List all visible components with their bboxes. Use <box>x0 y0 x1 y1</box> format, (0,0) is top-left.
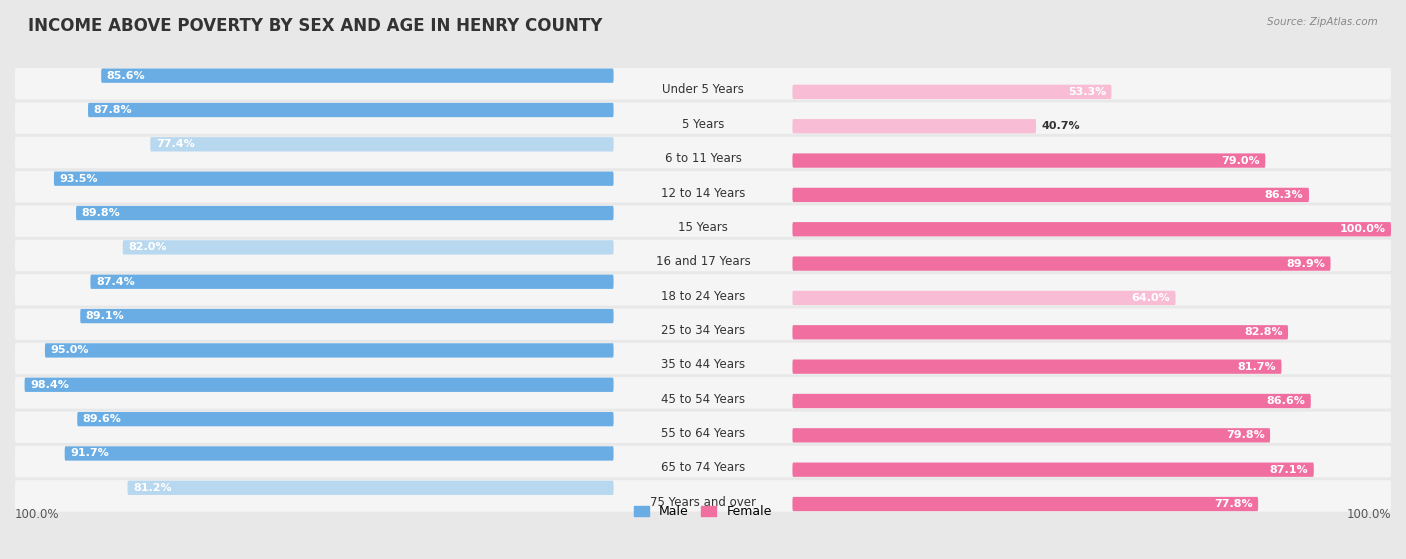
Text: 15 Years: 15 Years <box>678 221 728 234</box>
FancyBboxPatch shape <box>15 377 1391 409</box>
FancyBboxPatch shape <box>15 446 1391 477</box>
FancyBboxPatch shape <box>77 412 613 427</box>
Text: 89.8%: 89.8% <box>82 208 121 218</box>
Text: 79.0%: 79.0% <box>1222 155 1260 165</box>
Text: 86.3%: 86.3% <box>1265 190 1303 200</box>
Text: 45 to 54 Years: 45 to 54 Years <box>661 392 745 406</box>
Text: INCOME ABOVE POVERTY BY SEX AND AGE IN HENRY COUNTY: INCOME ABOVE POVERTY BY SEX AND AGE IN H… <box>28 17 603 35</box>
FancyBboxPatch shape <box>15 205 1391 237</box>
Text: 100.0%: 100.0% <box>1340 224 1385 234</box>
Text: 75 Years and over: 75 Years and over <box>650 496 756 509</box>
Text: 85.6%: 85.6% <box>107 70 145 80</box>
Text: 87.4%: 87.4% <box>96 277 135 287</box>
FancyBboxPatch shape <box>45 343 613 358</box>
FancyBboxPatch shape <box>128 481 613 495</box>
FancyBboxPatch shape <box>24 378 613 392</box>
FancyBboxPatch shape <box>15 137 1391 168</box>
FancyBboxPatch shape <box>15 411 1391 443</box>
FancyBboxPatch shape <box>101 69 613 83</box>
FancyBboxPatch shape <box>15 171 1391 202</box>
FancyBboxPatch shape <box>15 309 1391 340</box>
FancyBboxPatch shape <box>89 103 613 117</box>
FancyBboxPatch shape <box>793 428 1270 443</box>
Text: 100.0%: 100.0% <box>15 508 59 522</box>
FancyBboxPatch shape <box>793 359 1281 374</box>
Text: 93.5%: 93.5% <box>59 174 98 184</box>
Text: 86.6%: 86.6% <box>1267 396 1305 406</box>
Text: 18 to 24 Years: 18 to 24 Years <box>661 290 745 302</box>
FancyBboxPatch shape <box>15 240 1391 271</box>
Text: 25 to 34 Years: 25 to 34 Years <box>661 324 745 337</box>
FancyBboxPatch shape <box>53 172 613 186</box>
Text: 79.8%: 79.8% <box>1226 430 1264 440</box>
Text: 89.9%: 89.9% <box>1286 259 1324 269</box>
FancyBboxPatch shape <box>793 188 1309 202</box>
Text: 87.1%: 87.1% <box>1270 465 1308 475</box>
FancyBboxPatch shape <box>15 274 1391 306</box>
FancyBboxPatch shape <box>793 222 1391 236</box>
FancyBboxPatch shape <box>793 497 1258 511</box>
Text: 98.4%: 98.4% <box>30 380 69 390</box>
FancyBboxPatch shape <box>15 480 1391 511</box>
Text: 81.2%: 81.2% <box>134 483 172 493</box>
FancyBboxPatch shape <box>122 240 613 254</box>
Text: 35 to 44 Years: 35 to 44 Years <box>661 358 745 371</box>
Text: 89.6%: 89.6% <box>83 414 122 424</box>
Text: 53.3%: 53.3% <box>1067 87 1107 97</box>
FancyBboxPatch shape <box>65 446 613 461</box>
Text: 12 to 14 Years: 12 to 14 Years <box>661 187 745 200</box>
Text: 81.7%: 81.7% <box>1237 362 1277 372</box>
FancyBboxPatch shape <box>793 325 1288 339</box>
FancyBboxPatch shape <box>76 206 613 220</box>
FancyBboxPatch shape <box>793 291 1175 305</box>
Text: 77.8%: 77.8% <box>1213 499 1253 509</box>
FancyBboxPatch shape <box>793 153 1265 168</box>
FancyBboxPatch shape <box>793 462 1313 477</box>
Text: Source: ZipAtlas.com: Source: ZipAtlas.com <box>1267 17 1378 27</box>
FancyBboxPatch shape <box>793 257 1330 271</box>
FancyBboxPatch shape <box>15 343 1391 375</box>
Text: 5 Years: 5 Years <box>682 118 724 131</box>
Text: 6 to 11 Years: 6 to 11 Years <box>665 152 741 165</box>
Text: 40.7%: 40.7% <box>1042 121 1080 131</box>
Text: 82.8%: 82.8% <box>1244 328 1282 337</box>
Text: Under 5 Years: Under 5 Years <box>662 83 744 97</box>
Text: 55 to 64 Years: 55 to 64 Years <box>661 427 745 440</box>
Text: 65 to 74 Years: 65 to 74 Years <box>661 461 745 474</box>
FancyBboxPatch shape <box>15 68 1391 100</box>
Text: 95.0%: 95.0% <box>51 345 89 356</box>
FancyBboxPatch shape <box>90 274 613 289</box>
FancyBboxPatch shape <box>150 137 613 151</box>
FancyBboxPatch shape <box>793 85 1112 99</box>
Text: 87.8%: 87.8% <box>94 105 132 115</box>
FancyBboxPatch shape <box>15 102 1391 134</box>
Text: 82.0%: 82.0% <box>128 243 167 252</box>
Legend: Male, Female: Male, Female <box>634 505 772 518</box>
Text: 77.4%: 77.4% <box>156 139 194 149</box>
Text: 64.0%: 64.0% <box>1132 293 1170 303</box>
Text: 16 and 17 Years: 16 and 17 Years <box>655 255 751 268</box>
Text: 89.1%: 89.1% <box>86 311 125 321</box>
FancyBboxPatch shape <box>793 119 1036 134</box>
Text: 91.7%: 91.7% <box>70 448 108 458</box>
Text: 100.0%: 100.0% <box>1347 508 1391 522</box>
FancyBboxPatch shape <box>793 394 1310 408</box>
FancyBboxPatch shape <box>80 309 613 323</box>
